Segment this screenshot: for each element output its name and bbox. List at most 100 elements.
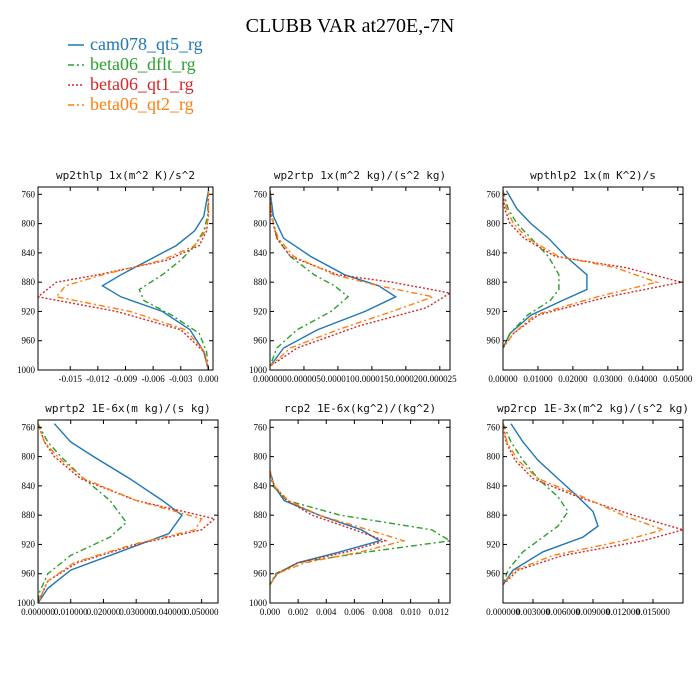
subplot-title: rcp2 1E-6x(kg^2)/(kg^2) [284,402,436,415]
y-tick-label: 960 [22,336,36,346]
x-tick-label: 0.000010 [321,374,355,384]
y-tick-label: 880 [22,510,36,520]
y-tick-label: 880 [254,510,268,520]
legend-label: beta06_dflt_rg [90,54,196,74]
legend: cam078_qt5_rgbeta06_dflt_rgbeta06_qt1_rg… [68,34,203,114]
series-line [503,423,599,586]
x-tick-label: 0.000 [198,374,219,384]
x-tick-label: 0.012 [429,607,449,617]
y-tick-label: 920 [254,306,268,316]
x-tick-label: 0.010000 [54,607,88,617]
y-tick-label: 760 [487,189,501,199]
x-tick-label: -0.015 [59,374,83,384]
subplot: rcp2 1E-6x(kg^2)/(kg^2) 760 800 840 880 920 96… [249,402,451,617]
series-line [503,423,666,586]
series-line [503,190,588,349]
plot-frame [37,419,219,604]
x-tick-label: 0.000020 [389,374,423,384]
y-tick-label: 760 [22,422,36,432]
legend-item: beta06_qt2_rg [68,94,194,114]
x-tick-label: 0.00000 [488,374,518,384]
legend-label: cam078_qt5_rg [90,34,203,54]
plot-frame [269,186,451,371]
x-tick-label: 0.004 [316,607,337,617]
series-line [55,190,210,370]
x-tick-label: -0.012 [86,374,109,384]
x-tick-label: 0.000005 [287,374,321,384]
x-tick-label: 0.000025 [423,374,457,384]
series-line [270,190,436,367]
x-tick-label: 0.003000 [516,607,550,617]
series-line [38,423,217,603]
x-tick-label: 0.030000 [119,607,153,617]
y-tick-label: 880 [487,277,501,287]
x-tick-label: -0.009 [114,374,138,384]
y-tick-label: 1000 [17,365,36,375]
series-line [38,423,183,603]
series-line [503,423,683,586]
series-line [270,190,350,367]
figure-title: CLUBB VAR at270E,-7N [246,15,455,37]
subplot-title: wp2rtp 1x(m^2 kg)/(s^2 kg) [274,169,446,182]
x-tick-label: 0.006 [344,607,365,617]
x-tick-label: 0.010 [401,607,422,617]
x-tick-label: 0.050000 [185,607,219,617]
y-tick-label: 960 [22,569,36,579]
series-line [503,190,660,349]
subplot: wp2thlp 1x(m^2 K)/s^2 760 800 840 880 920 960 1… [17,169,219,384]
x-tick-label: 0.000000 [486,607,520,617]
subplot: wprtp2 1E-6x(m kg)/(s kg) 760 800 840 880 920… [17,402,219,617]
series-line [503,423,569,585]
x-tick-label: 0.012000 [606,607,640,617]
plot-frame [37,186,214,371]
x-tick-label: 0.000000 [253,374,287,384]
y-tick-label: 920 [22,306,36,316]
y-tick-label: 880 [22,277,36,287]
y-tick-label: 960 [254,336,268,346]
y-tick-label: 760 [254,189,268,199]
plot-frame [269,419,451,604]
y-tick-label: 840 [487,248,501,258]
y-tick-label: 800 [487,219,501,229]
series-line [138,190,210,370]
y-tick-label: 960 [254,569,268,579]
y-tick-label: 1000 [249,365,268,375]
legend-label: beta06_qt2_rg [90,94,194,114]
subplot: wp2rtp 1x(m^2 kg)/(s^2 kg) 760 800 840 880 92… [249,169,457,384]
series-line [503,190,560,349]
series-line [270,190,398,367]
y-tick-label: 840 [254,481,268,491]
x-tick-label: 0.04000 [628,374,658,384]
series-line [101,190,210,370]
series-line [38,190,210,370]
y-tick-label: 840 [22,481,36,491]
y-tick-label: 760 [254,422,268,432]
subplot-title: wp2rcp 1E-3x(m^2 kg)/(s^2 kg) [497,402,689,415]
x-tick-label: 0.002 [288,607,308,617]
y-tick-label: 840 [487,481,501,491]
x-tick-label: 0.040000 [152,607,186,617]
legend-label: beta06_qt1_rg [90,74,194,94]
series-line [38,423,128,603]
subplot: wp2rcp 1E-3x(m^2 kg)/(s^2 kg) 760 800 840 88… [486,402,689,617]
y-tick-label: 920 [487,306,501,316]
series-line [270,190,450,367]
x-tick-label: 0.02000 [558,374,588,384]
subplot: wpthlp2 1x(m K^2)/s 760 800 840 880 920 960 0.0… [487,169,693,384]
x-tick-label: 0.020000 [87,607,121,617]
x-tick-label: 0.01000 [523,374,553,384]
y-tick-label: 880 [487,510,501,520]
legend-item: beta06_qt1_rg [68,74,194,94]
y-tick-label: 760 [22,189,36,199]
y-tick-label: 840 [22,248,36,258]
y-tick-label: 800 [22,452,36,462]
x-tick-label: 0.000000 [21,607,55,617]
y-tick-label: 960 [487,569,501,579]
y-tick-label: 840 [254,248,268,258]
y-tick-label: 880 [254,277,268,287]
y-tick-label: 800 [22,219,36,229]
panels: wp2thlp 1x(m^2 K)/s^2 760 800 840 880 920 960 1… [17,169,693,617]
y-tick-label: 800 [254,452,268,462]
legend-item: cam078_qt5_rg [68,34,203,54]
